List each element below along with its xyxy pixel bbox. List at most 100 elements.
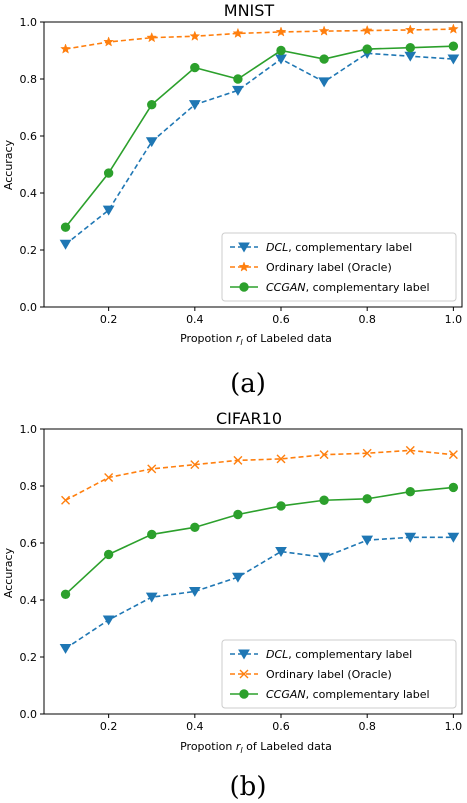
legend-box [221,639,457,709]
legend-label-italic: DCL [266,648,288,661]
series-1 [60,23,459,54]
legend-marker [238,261,250,272]
data-point [60,43,71,54]
chart-title: CIFAR10 [216,409,282,428]
x-axis-label: Propotion rl of Labeled data [180,740,332,755]
series-1 [61,445,458,505]
data-point [190,522,200,533]
data-point [276,454,286,464]
data-point [145,592,158,603]
y-tick-label: 0.8 [20,480,38,493]
plot-frame [43,21,463,308]
data-point [318,77,330,88]
x-axis-label-sub: l [240,746,243,755]
x-tick-label: 0.6 [272,313,290,326]
legend-label-text: Ordinary label (Oracle) [266,668,392,681]
y-tick-label: 0.2 [20,244,38,257]
data-point [275,26,287,37]
data-point [232,85,244,96]
data-point [103,549,114,560]
x-axis-label-var: r [236,740,242,753]
data-point [404,532,417,543]
legend-item: CCGAN, complementary label [230,688,430,701]
y-tick-label: 0.2 [20,651,38,664]
legend-label-text: , complementary label [306,281,430,294]
x-tick-label: 0.6 [272,720,290,733]
chart-mnist: MNIST 0.2 0.4 0.6 0.8 1.00.00.20.40.60.81.0 … [2,1,463,347]
legend-item: DCL, complementary label [230,241,412,254]
series-0 [59,532,460,654]
data-point [361,24,373,36]
legend-label: CCGAN, complementary label [266,281,430,294]
caption-b: (b) [230,772,267,802]
series-line [65,449,454,501]
caption-a: (a) [230,369,266,399]
legend-label-text: , complementary label [288,648,412,661]
y-tick-label: 0.8 [20,73,38,86]
data-point [319,495,329,505]
data-point [188,586,201,597]
data-point [190,460,200,470]
legend-label-italic: CCGAN [266,281,306,294]
legend-label-italic: CCGAN [266,688,306,701]
data-point [104,472,114,482]
y-axis-label: Accuracy [2,139,15,190]
legend-item: DCL, complementary label [230,648,412,661]
series-line [65,486,454,595]
y-tick-label: 0.6 [20,130,38,143]
y-tick-label: 0.0 [20,301,38,314]
data-point [405,487,415,497]
series-line [65,536,454,650]
data-point [147,99,157,110]
data-point [233,509,243,520]
legend-marker [239,669,249,679]
x-axis-label-sub: l [240,338,243,347]
data-point [448,41,459,51]
series-line [64,45,454,228]
data-point [59,643,72,654]
data-point [362,448,372,458]
legend-label-italic: DCL [266,241,288,254]
y-tick-label: 0.4 [20,187,38,200]
legend-label: Ordinary label (Oracle) [266,261,392,274]
data-point [147,464,157,474]
legend-item: Ordinary label (Oracle) [230,261,392,274]
x-tick-label: 0.2 [100,313,118,326]
legend-marker [239,282,249,292]
data-point [60,222,71,232]
x-tick-label: 0.8 [358,720,376,733]
x-axis-label-suffix: of Labeled data [243,740,332,753]
x-tick-label: 0.8 [358,313,376,326]
series-line [65,28,454,50]
x-axis-label-prefix: Propotion [180,740,236,753]
legend-box [221,232,457,302]
data-point [146,31,158,43]
data-point [103,168,114,178]
y-tick-label: 1.0 [20,423,38,436]
legend-label: DCL, complementary label [266,241,412,254]
series-2 [60,41,459,232]
data-point [362,494,372,504]
legend-marker [238,242,250,253]
x-tick-label: 0.4 [186,720,204,733]
data-point [60,589,71,599]
data-point [145,137,158,148]
data-point [405,42,415,53]
data-point [361,535,374,546]
data-point [233,74,243,84]
legend-label-text: , complementary label [288,241,412,254]
data-point [61,495,71,505]
x-axis-label: Propotion rl of Labeled data [180,332,332,347]
data-point [276,45,286,56]
data-point [103,36,115,47]
series-line [65,52,454,245]
data-point [448,482,459,493]
x-axis-label-var: r [236,332,242,345]
legend-item: Ordinary label (Oracle) [230,668,392,681]
legend-label: DCL, complementary label [266,648,412,661]
legend: DCL, complementary label Ordinary label (… [221,639,457,709]
y-tick-label: 0.6 [20,537,38,550]
data-point [232,572,244,583]
data-point [448,450,458,460]
